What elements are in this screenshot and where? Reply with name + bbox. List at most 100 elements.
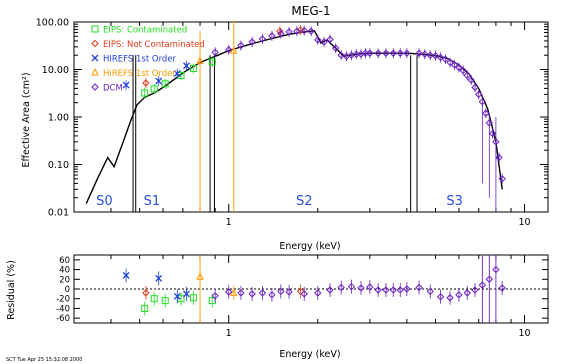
chart-title: MEG-1 <box>291 4 330 18</box>
residual-point <box>478 281 487 289</box>
residual-point <box>326 286 334 294</box>
top-x-axis-label: Energy (keV) <box>279 241 340 252</box>
data-point <box>142 79 150 87</box>
residual-point <box>366 283 374 291</box>
bottom-x-axis-label: Energy (keV) <box>279 349 340 360</box>
residual-point <box>347 282 356 291</box>
bottom-y-tick-label: 0 <box>65 285 70 295</box>
legend-marker <box>91 67 99 76</box>
data-point <box>285 28 293 36</box>
bottom-y-tick-label: -20 <box>56 295 70 305</box>
legend-marker <box>91 39 99 48</box>
top-plot-frame <box>73 21 549 213</box>
bottom-y-tick-label: 40 <box>59 266 70 276</box>
residual-point <box>150 295 158 303</box>
data-point <box>459 66 467 75</box>
data-point <box>366 49 374 57</box>
data-point <box>258 35 267 43</box>
data-point <box>374 49 382 57</box>
residual-point <box>357 284 365 292</box>
residual-point <box>285 288 293 296</box>
data-point <box>307 27 315 35</box>
residual-point <box>403 285 411 293</box>
timestamp-footer: SCT Tue Apr 25 15:32:08 2000 <box>6 357 82 363</box>
legend-label: EIPS: Not Contaminated <box>103 40 205 50</box>
data-point <box>421 50 429 58</box>
residual-point <box>177 295 185 303</box>
data-point <box>415 49 423 57</box>
data-point <box>337 51 345 59</box>
data-point <box>498 175 506 183</box>
legend-label: DCM <box>103 84 123 94</box>
data-point <box>332 44 340 52</box>
data-point <box>150 85 158 93</box>
residual-point <box>183 290 190 298</box>
data-point <box>122 81 130 89</box>
data-point <box>211 48 219 57</box>
top-y-axis-label: Effective Area (cm²) <box>21 72 32 167</box>
residual-point <box>374 286 382 294</box>
residual-point <box>224 288 233 296</box>
residual-point <box>389 286 398 294</box>
region-label: S2 <box>296 194 313 209</box>
residual-point <box>229 288 238 296</box>
residual-point <box>492 265 500 274</box>
residual-point <box>446 294 454 302</box>
residual-point <box>426 287 434 296</box>
data-point <box>467 76 475 84</box>
residual-point <box>455 291 463 299</box>
residual-point <box>141 304 149 312</box>
data-point <box>446 58 454 67</box>
data-point <box>450 61 459 69</box>
bottom-y-tick-label: 20 <box>59 275 70 285</box>
legend-label: EIPS: Contaminated <box>103 26 187 36</box>
legend-marker <box>91 83 99 91</box>
data-point <box>177 71 185 79</box>
top-y-tick-label: 1.00 <box>48 113 69 124</box>
data-point <box>471 83 479 92</box>
data-point <box>229 45 238 54</box>
bottom-y-tick-label: 60 <box>59 256 70 266</box>
legend-label: HIREFS 1st Order <box>103 55 177 65</box>
data-point <box>441 55 450 63</box>
data-point <box>403 49 411 57</box>
data-point <box>326 35 334 44</box>
data-point <box>268 32 276 40</box>
data-point <box>475 90 483 99</box>
data-point <box>314 36 322 44</box>
data-point <box>208 58 216 66</box>
region-label: S0 <box>96 194 113 209</box>
residual-point <box>337 283 345 292</box>
residual-point <box>463 289 471 297</box>
top-y-tick-label: 0.01 <box>48 208 69 219</box>
residual-point <box>155 274 163 282</box>
legend: EIPS: Contaminated EIPS: Not Contaminated… <box>91 25 205 94</box>
top-y-tick-label: 0.10 <box>48 160 69 171</box>
legend-marker <box>91 54 99 62</box>
data-point <box>224 46 233 54</box>
legend-label: HiREFS 1st Order <box>103 69 176 79</box>
residual-point <box>142 289 150 297</box>
residual-point <box>382 286 390 294</box>
residual-point <box>471 286 479 294</box>
data-point <box>276 27 284 35</box>
effective-area-panel: 0.01 0.10 1.00 10.00 100.00 1 10 S0 S1 S2 S3 EIPS: … <box>36 18 549 228</box>
bottom-x-tick-label: 10 <box>519 328 531 339</box>
top-y-tick-label: 100.00 <box>36 18 69 29</box>
residual-point <box>189 294 197 302</box>
data-point <box>173 70 181 78</box>
residual-point <box>415 283 423 292</box>
bottom-y-axis-label: Residual (%) <box>6 260 17 320</box>
bottom-y-tick-label: -40 <box>56 304 70 314</box>
data-point <box>488 129 497 138</box>
data-point <box>196 56 204 65</box>
residual-point <box>268 291 276 299</box>
residual-point <box>122 271 130 279</box>
data-point <box>293 27 301 35</box>
bottom-y-tick-label: -60 <box>56 314 70 324</box>
residual-point <box>211 292 219 300</box>
data-point <box>389 49 398 57</box>
data-point <box>436 53 445 62</box>
